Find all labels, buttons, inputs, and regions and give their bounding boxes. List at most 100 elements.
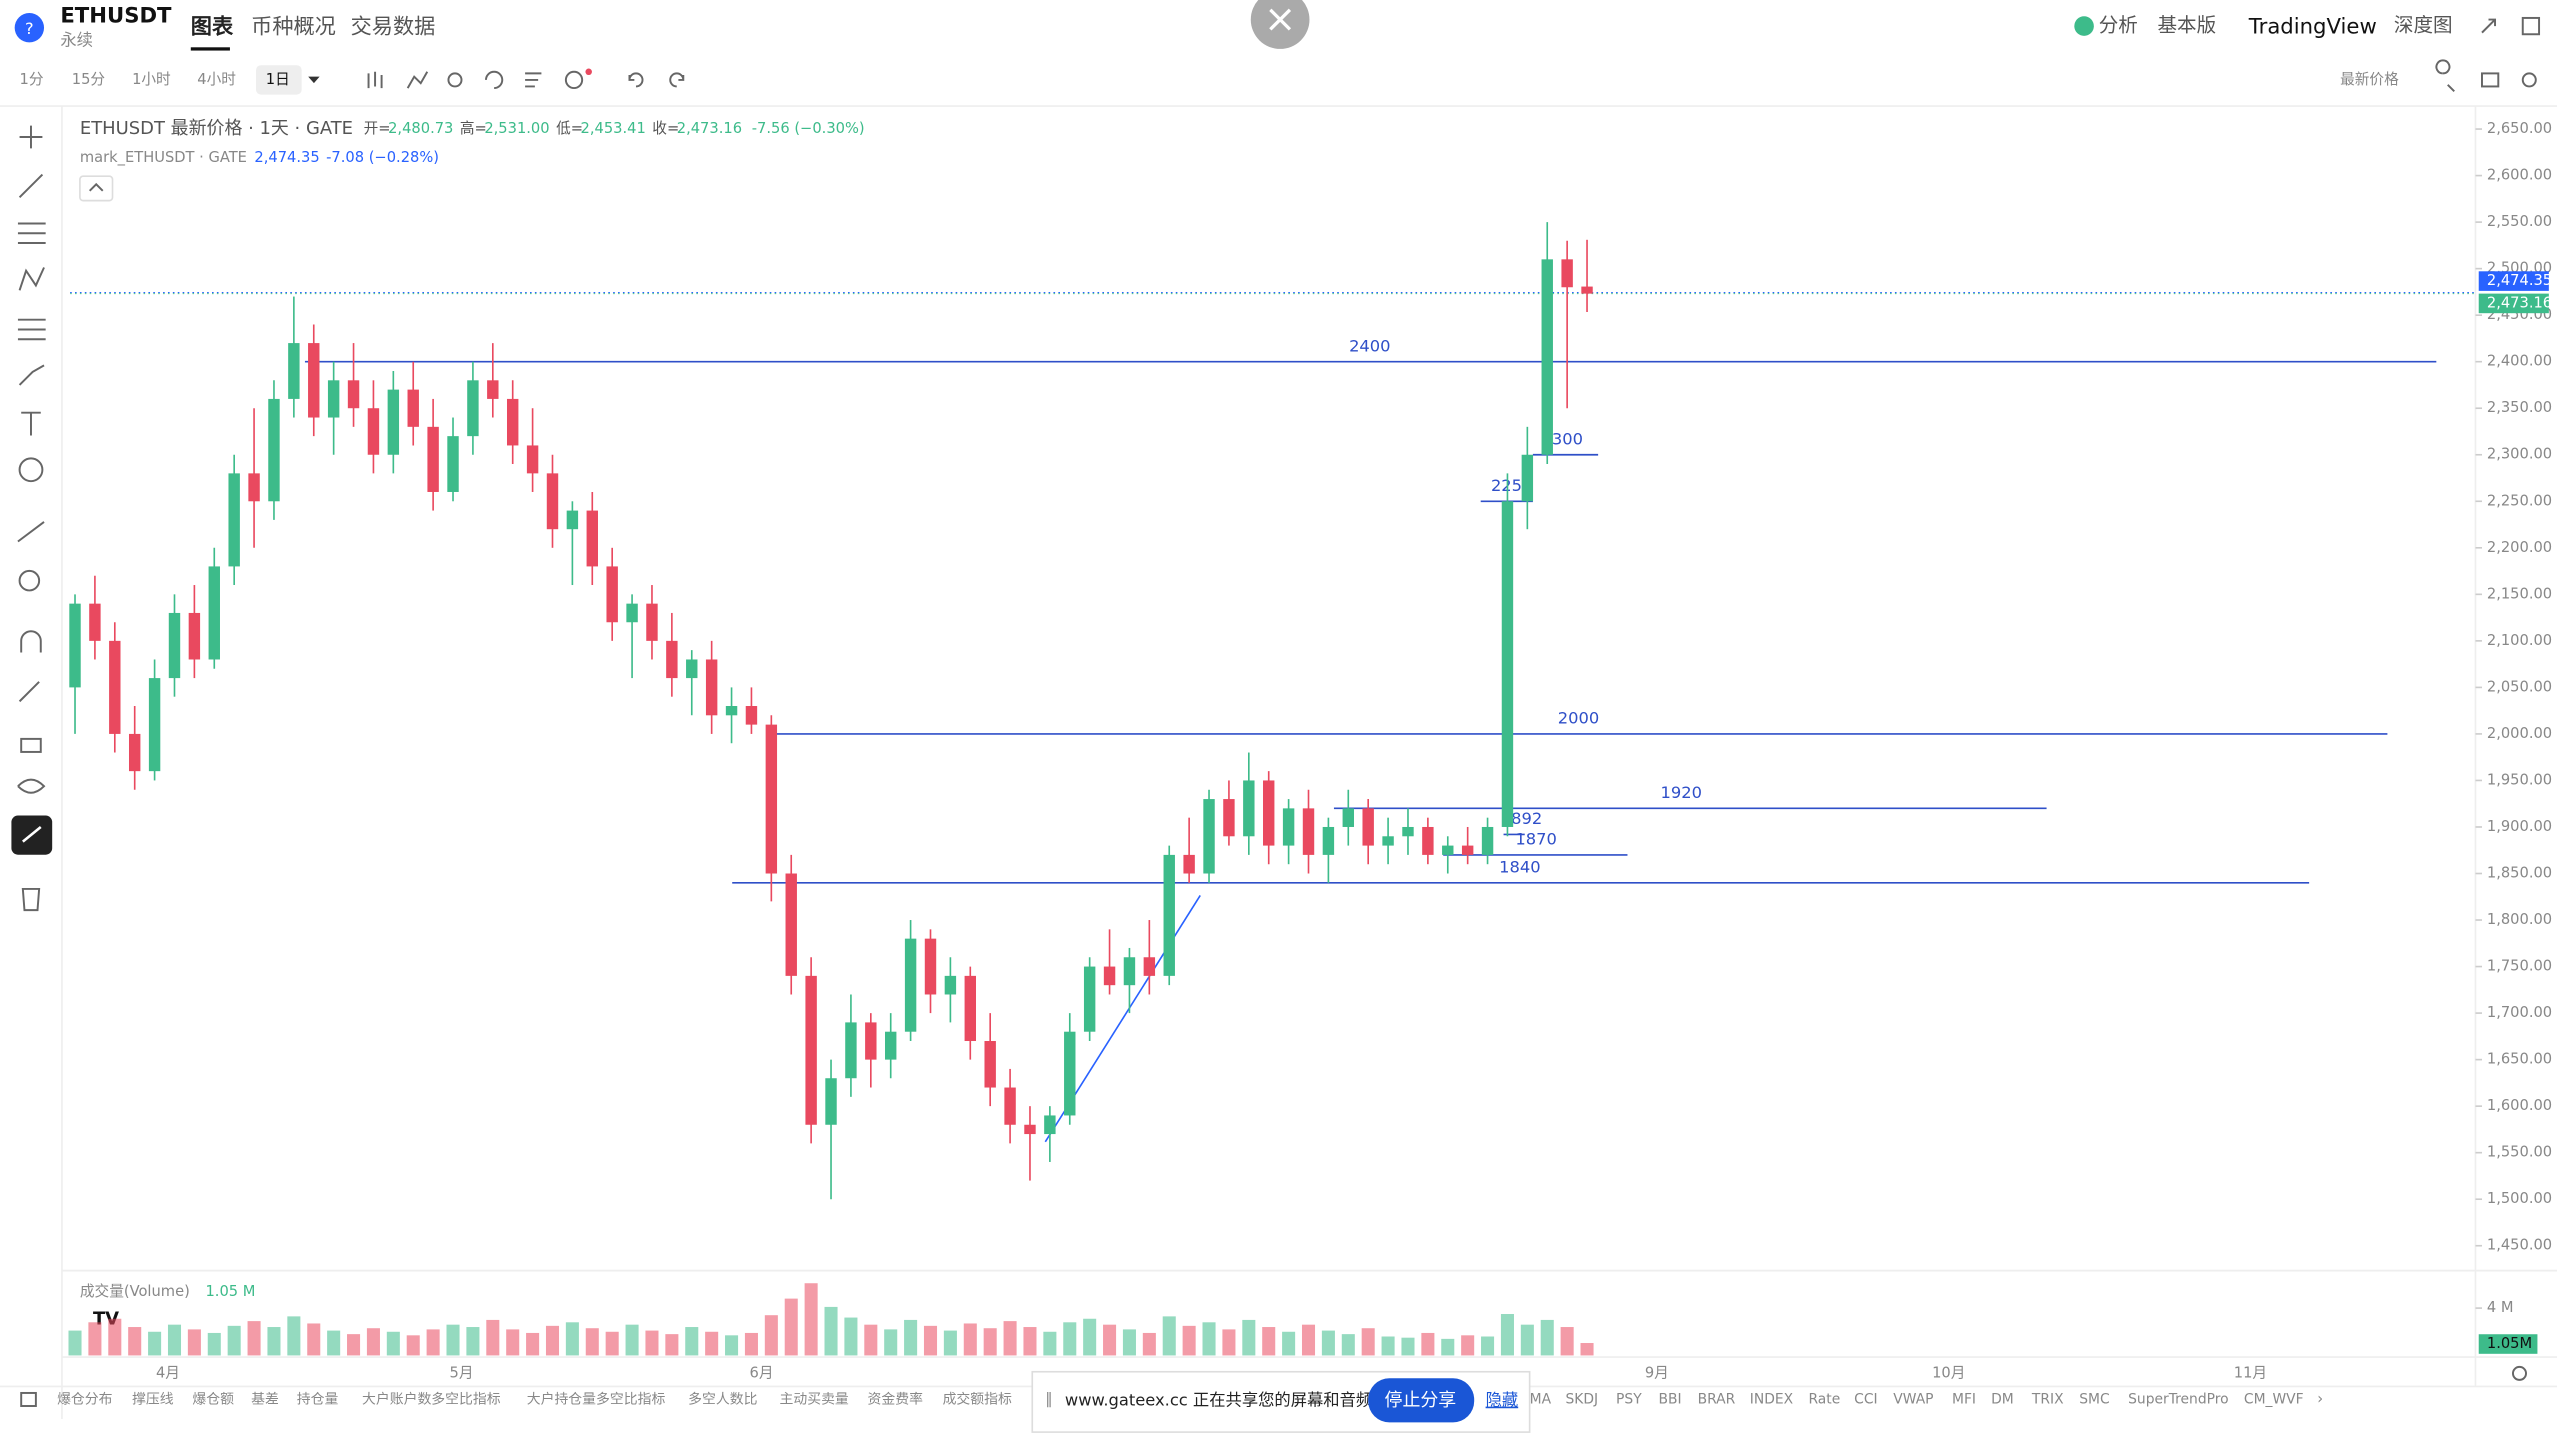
volume-bar xyxy=(1083,1318,1097,1356)
level-label: 1840 xyxy=(1499,858,1540,877)
volume-bar xyxy=(1540,1319,1554,1356)
candle-body xyxy=(1402,826,1414,837)
candle-body xyxy=(1223,799,1235,837)
indicator[interactable]: MFI xyxy=(1952,1391,1976,1407)
volume-bar xyxy=(1003,1321,1017,1356)
volume-bar xyxy=(1560,1327,1574,1356)
ohlc-label: 收= xyxy=(652,120,679,137)
top-link[interactable]: 分析 xyxy=(2099,14,2138,37)
indicator[interactable]: 主动买卖量 xyxy=(779,1391,848,1407)
interval[interactable]: 1小时 xyxy=(132,71,171,88)
indicator[interactable]: 撑压线 xyxy=(132,1391,174,1407)
indicator[interactable]: 大户账户数多空比指标 xyxy=(362,1390,501,1407)
price-mode[interactable]: 最新价格 xyxy=(2340,71,2399,88)
y-tick-label: 1,500.00 xyxy=(2487,1190,2552,1207)
close-button[interactable] xyxy=(1250,0,1310,49)
volume-bar xyxy=(884,1329,898,1356)
indicator[interactable]: TRIX xyxy=(2031,1391,2064,1407)
price-tag-label: 2,473.16 xyxy=(2487,294,2552,311)
interval[interactable]: 1分 xyxy=(20,71,44,88)
indicator[interactable]: PSY xyxy=(1616,1391,1642,1407)
top-link[interactable]: 基本版 xyxy=(2157,14,2216,37)
indicator[interactable]: SKDJ xyxy=(1566,1391,1599,1407)
indicator[interactable]: 爆仓分布 xyxy=(57,1391,113,1407)
volume-bar xyxy=(1441,1338,1455,1356)
symbol[interactable]: ETHUSDT xyxy=(60,2,172,27)
indicator[interactable]: BRAR xyxy=(1698,1391,1736,1407)
volume-bar xyxy=(804,1283,818,1356)
volume-bar xyxy=(605,1331,619,1356)
candle-body xyxy=(1501,501,1514,827)
volume-bar xyxy=(1142,1332,1156,1356)
indicator[interactable]: CM_WVF xyxy=(2244,1391,2304,1407)
indicator[interactable]: MA xyxy=(1530,1391,1552,1407)
y-tick-label: 1,850.00 xyxy=(2487,865,2552,882)
candle-body xyxy=(1481,826,1494,855)
more-arrow[interactable]: › xyxy=(2317,1390,2323,1407)
indicator[interactable]: BBI xyxy=(1658,1391,1681,1407)
interval[interactable]: 4小时 xyxy=(197,71,236,88)
indicator[interactable]: SuperTrendPro xyxy=(2128,1391,2229,1407)
expand-icon[interactable] xyxy=(2481,18,2497,34)
indicator[interactable]: CCI xyxy=(1854,1391,1877,1407)
indicator[interactable]: 资金费率 xyxy=(868,1390,924,1407)
hide-link[interactable]: 隐藏 xyxy=(1486,1391,1519,1410)
candle-body xyxy=(188,612,201,660)
stop-share-button[interactable] xyxy=(1368,1378,1475,1423)
collapse-button[interactable] xyxy=(79,175,114,202)
indicator[interactable]: 持仓量 xyxy=(297,1391,339,1407)
interval[interactable]: 15分 xyxy=(72,71,106,88)
interval[interactable]: 1日 xyxy=(266,71,290,88)
volume-tag-label: 1.05M xyxy=(2487,1335,2532,1352)
drawing-tools[interactable] xyxy=(17,125,46,912)
y-tick-label: 2,150.00 xyxy=(2487,585,2552,602)
top-link[interactable]: TradingView xyxy=(2248,14,2377,39)
indicator[interactable]: 基差 xyxy=(251,1390,279,1407)
settings-icon[interactable] xyxy=(2511,1365,2527,1381)
volume-bar xyxy=(1401,1337,1415,1356)
tab[interactable]: 图表 xyxy=(191,14,234,39)
ohlc-value: 2,453.41 xyxy=(581,120,646,137)
price-tag-label: 2,474.35 xyxy=(2487,272,2552,289)
mark-title: mark_ETHUSDT · GATE xyxy=(80,149,247,166)
drag-handle[interactable]: ‖ xyxy=(1045,1390,1052,1407)
tab[interactable]: 交易数据 xyxy=(351,14,436,39)
candle-body xyxy=(1163,854,1175,976)
dropdown[interactable] xyxy=(308,76,320,84)
candle-body xyxy=(1123,957,1136,986)
candle-body xyxy=(427,426,439,492)
candle-body xyxy=(606,566,618,623)
indicator[interactable]: 多空人数比 xyxy=(688,1390,757,1407)
indicator[interactable]: VWAP xyxy=(1893,1391,1933,1407)
help-mark: ? xyxy=(25,19,34,38)
indicator[interactable]: 成交额指标 xyxy=(943,1390,1012,1407)
indicator[interactable]: DM xyxy=(1991,1391,2014,1407)
indicator[interactable]: 大户持仓量多空比指标 xyxy=(527,1390,666,1407)
volume-bar xyxy=(1301,1324,1316,1356)
volume-bar xyxy=(1461,1335,1475,1356)
candle-body xyxy=(487,380,499,399)
mark-price: 2,474.35 xyxy=(254,149,319,166)
volume-bar xyxy=(1321,1330,1335,1356)
tab[interactable]: 币种概况 xyxy=(251,14,336,39)
volume-tag xyxy=(2478,1334,2538,1354)
candle-body xyxy=(1143,957,1156,976)
volume-bar xyxy=(904,1319,918,1356)
candle-body xyxy=(1521,454,1534,502)
volume-bar xyxy=(1023,1327,1037,1356)
window-icon[interactable] xyxy=(2521,16,2541,36)
level-label: 1870 xyxy=(1515,830,1556,849)
help-icon[interactable] xyxy=(14,13,45,43)
indicator[interactable]: SMC xyxy=(2079,1391,2109,1407)
candle-body xyxy=(745,706,758,725)
indicator[interactable]: Rate xyxy=(1808,1391,1840,1407)
volume-bar xyxy=(486,1319,500,1356)
indicator[interactable]: INDEX xyxy=(1750,1391,1794,1407)
indicator[interactable]: 爆仓额 xyxy=(192,1391,234,1407)
top-link[interactable]: 深度图 xyxy=(2394,14,2453,37)
candle-body xyxy=(1004,1087,1016,1125)
calendar-icon[interactable] xyxy=(20,1391,37,1407)
toolbar-icons[interactable] xyxy=(367,59,2537,93)
y-tick-label: 2,550.00 xyxy=(2487,213,2552,230)
badge xyxy=(585,68,592,76)
